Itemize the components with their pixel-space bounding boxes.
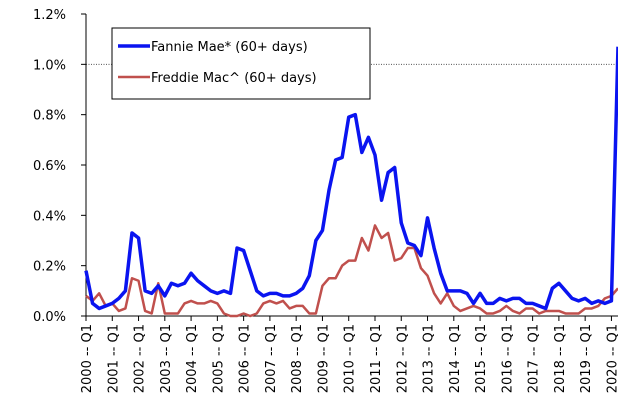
series-line [85, 224, 618, 318]
x-tick-label: 2012 -- Q1 [395, 324, 410, 393]
x-tick-label: 2004 -- Q1 [185, 324, 200, 393]
y-tick-label: 0.2% [33, 260, 66, 275]
y-tick-label: 0.4% [33, 209, 66, 224]
x-tick-label: 2016 -- Q1 [500, 324, 515, 393]
x-tick-label: 2018 -- Q1 [553, 324, 568, 393]
x-tick-label: 2005 -- Q1 [211, 324, 226, 393]
x-tick-label: 2019 -- Q1 [579, 324, 594, 393]
legend-box [111, 27, 371, 100]
x-tick-label: 2006 -- Q1 [238, 324, 253, 393]
x-tick-label: 2002 -- Q1 [133, 324, 148, 393]
legend-label: Freddie Mac^ (60+ days) [151, 71, 317, 86]
series-line [84, 46, 618, 311]
y-tick-label: 0.6% [33, 159, 66, 174]
legend: Fannie Mae* (60+ days) Freddie Mac^ (60+ … [111, 27, 371, 100]
y-tick-label: 1.0% [33, 58, 66, 73]
x-tick-label: 2008 -- Q1 [290, 324, 305, 393]
x-tick-label: 2015 -- Q1 [474, 324, 489, 393]
x-tick-label: 2000 -- Q1 [80, 324, 95, 393]
legend-label: Fannie Mae* (60+ days) [151, 40, 308, 55]
x-tick-label: 2013 -- Q1 [422, 324, 437, 393]
y-tick-label: 1.2% [33, 8, 66, 23]
x-tick-label: 2020 -- Q1 [605, 324, 618, 393]
x-tick-label: 2010 -- Q1 [343, 324, 358, 393]
x-tick-label: 2017 -- Q1 [527, 324, 542, 393]
x-tick-label: 2011 -- Q1 [369, 324, 384, 393]
x-tick-label: 2014 -- Q1 [448, 324, 463, 393]
y-tick-label: 0.8% [33, 109, 66, 124]
x-tick-label: 2007 -- Q1 [264, 324, 279, 393]
x-tick-label: 2001 -- Q1 [106, 324, 121, 393]
x-tick-label: 2003 -- Q1 [159, 324, 174, 393]
y-tick-label: 0.0% [33, 310, 66, 325]
x-tick-label: 2009 -- Q1 [316, 324, 331, 393]
